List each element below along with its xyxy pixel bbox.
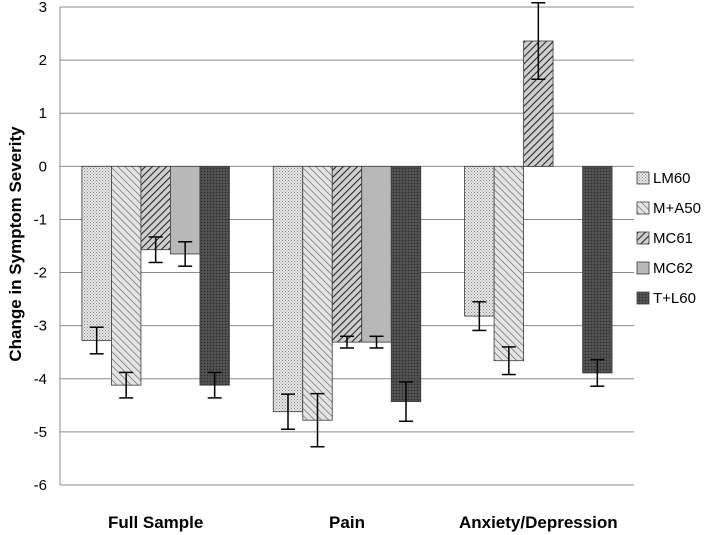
x-category-label: Anxiety/Depression (459, 513, 618, 532)
x-category-label: Pain (329, 513, 365, 532)
bars (81, 40, 613, 421)
bar (170, 165, 201, 255)
y-tick-labels: 3 2 1 0 -1 -2 -3 -4 -5 -6 (34, 0, 47, 494)
y-tick-label: 3 (39, 0, 47, 16)
bar (464, 165, 495, 317)
bar (390, 165, 422, 403)
bar (111, 165, 142, 386)
x-category-labels: Full Sample Pain Anxiety/Depression (108, 513, 618, 532)
bar (361, 165, 392, 343)
bar (199, 165, 230, 386)
bar (331, 165, 363, 343)
bar (493, 165, 524, 362)
y-tick-label: -1 (34, 211, 47, 228)
y-tick-label: 2 (39, 52, 47, 69)
legend-label: M+A50 (653, 200, 701, 217)
x-category-label: Full Sample (108, 513, 203, 532)
bar (140, 165, 171, 251)
bar (272, 165, 304, 413)
y-axis-title: Change in Symptom Severity (6, 126, 25, 362)
y-tick-label: -2 (34, 265, 47, 282)
legend-label: LM60 (653, 170, 691, 187)
y-tick-label: 1 (39, 105, 47, 122)
bar (302, 165, 333, 421)
legend-swatch (636, 201, 650, 215)
y-tick-label: -4 (34, 371, 47, 388)
y-tick-label: -6 (34, 477, 47, 494)
legend-swatch (636, 171, 650, 185)
legend-swatch (636, 261, 650, 275)
bar (582, 165, 613, 374)
legend-label: MC61 (653, 230, 693, 247)
legend-label: MC62 (653, 260, 693, 277)
legend-swatch (636, 291, 650, 305)
y-tick-label: 0 (39, 158, 47, 175)
error-bars (89, 2, 605, 448)
legend: LM60 M+A50 MC61 MC62 T+L60 (636, 170, 701, 307)
y-tick-label: -5 (34, 424, 47, 441)
legend-label: T+L60 (653, 290, 696, 307)
bar (81, 165, 112, 341)
y-tick-label: -3 (34, 318, 47, 335)
legend-swatch (636, 231, 650, 245)
